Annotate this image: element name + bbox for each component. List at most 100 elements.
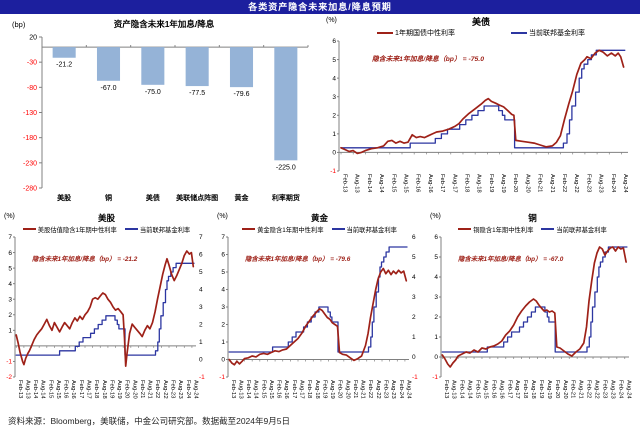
equity-annotation: 隐含未来1年加息/降息（bp） = -21.2 bbox=[32, 256, 138, 263]
svg-text:Aug-21: Aug-21 bbox=[549, 174, 555, 193]
svg-text:Aug-22: Aug-22 bbox=[594, 380, 600, 399]
svg-text:Feb-13: Feb-13 bbox=[443, 380, 449, 398]
gold-unit-label: (%) bbox=[217, 213, 228, 220]
svg-text:-79.6: -79.6 bbox=[234, 91, 250, 98]
svg-text:3: 3 bbox=[412, 294, 416, 301]
svg-text:Aug-21: Aug-21 bbox=[578, 380, 584, 399]
svg-text:Feb-23: Feb-23 bbox=[601, 380, 607, 398]
svg-text:Feb-20: Feb-20 bbox=[337, 380, 343, 398]
red-line-swatch bbox=[242, 228, 256, 230]
equity-unit-label: (%) bbox=[4, 213, 15, 220]
ust-annotation: 隐含未来1年加息/降息（bp） = -75.0 bbox=[372, 56, 484, 63]
svg-text:Feb-15: Feb-15 bbox=[390, 174, 396, 192]
svg-text:Aug-18: Aug-18 bbox=[101, 380, 107, 399]
svg-text:Feb-17: Feb-17 bbox=[78, 380, 84, 398]
svg-text:3: 3 bbox=[199, 304, 203, 311]
svg-text:Feb-19: Feb-19 bbox=[108, 380, 114, 398]
source-note: 资料来源：Bloomberg，美联储，中金公司研究部。数据截至2024年9月5日 bbox=[8, 416, 290, 426]
svg-text:Aug-23: Aug-23 bbox=[390, 380, 396, 399]
gold-chart-title: 黄金 bbox=[310, 213, 328, 223]
bar-chart-title: 资产隐含未来1年加息/降息 bbox=[113, 19, 215, 29]
svg-text:6: 6 bbox=[199, 252, 203, 259]
svg-text:Aug-13: Aug-13 bbox=[451, 380, 457, 399]
svg-text:5: 5 bbox=[221, 269, 225, 276]
blue-line-swatch bbox=[510, 32, 527, 34]
svg-text:Feb-22: Feb-22 bbox=[367, 380, 373, 398]
svg-text:3: 3 bbox=[332, 94, 336, 101]
svg-text:2: 2 bbox=[8, 312, 12, 319]
svg-text:Feb-16: Feb-16 bbox=[63, 380, 69, 398]
svg-text:Feb-21: Feb-21 bbox=[139, 380, 145, 398]
svg-text:Feb-15: Feb-15 bbox=[260, 380, 266, 398]
svg-text:Feb-21: Feb-21 bbox=[537, 174, 543, 192]
svg-text:5: 5 bbox=[8, 265, 12, 272]
ust-chart-panel: (%) 美债 1年期国债中性利率 当前联邦基金利率 隐含未来1年加息/降息（bp… bbox=[322, 16, 640, 208]
svg-text:-21.2: -21.2 bbox=[56, 62, 72, 69]
legend-red-label: 1年期国债中性利率 bbox=[395, 30, 455, 37]
red-line-swatch bbox=[377, 32, 394, 34]
svg-text:-1: -1 bbox=[6, 359, 12, 366]
bottom-row: (%) 美股 美股估值隐含1年期中性利率 当前联邦基金利率 隐含未来1年加息/降… bbox=[0, 212, 640, 409]
svg-text:2: 2 bbox=[434, 314, 438, 321]
svg-text:Feb-20: Feb-20 bbox=[124, 380, 130, 398]
svg-text:Aug-15: Aug-15 bbox=[482, 380, 488, 399]
svg-text:黄金: 黄金 bbox=[235, 193, 250, 202]
svg-text:Feb-24: Feb-24 bbox=[617, 380, 623, 399]
gold-chart-panel: (%) 黄金 黄金隐含1年期中性利率 当前联邦基金利率 隐含未来1年加息/降息（… bbox=[213, 212, 426, 409]
bar-chart-panel: (bp) 资产隐含未来1年加息/降息 20 -30 -80 -130 -180 -230 -… bbox=[0, 16, 322, 208]
legend-item-blue: 当前联邦基金利率 bbox=[510, 28, 585, 38]
legend-blue-label: 当前联邦基金利率 bbox=[139, 226, 191, 234]
svg-text:Feb-24: Feb-24 bbox=[185, 380, 191, 399]
svg-text:5: 5 bbox=[199, 269, 203, 276]
svg-text:Feb-23: Feb-23 bbox=[383, 380, 389, 398]
svg-text:Feb-20: Feb-20 bbox=[554, 380, 560, 398]
svg-text:Aug-14: Aug-14 bbox=[253, 380, 259, 399]
svg-text:1: 1 bbox=[434, 334, 438, 341]
svg-text:2: 2 bbox=[332, 112, 336, 119]
svg-text:-130: -130 bbox=[23, 110, 37, 117]
svg-text:-77.5: -77.5 bbox=[189, 90, 205, 97]
svg-text:4: 4 bbox=[434, 274, 438, 281]
svg-text:4: 4 bbox=[8, 281, 12, 288]
svg-text:Feb-18: Feb-18 bbox=[306, 380, 312, 398]
svg-text:1: 1 bbox=[199, 339, 203, 346]
svg-text:利率期货: 利率期货 bbox=[272, 193, 300, 202]
ust-chart-title: 美债 bbox=[471, 17, 490, 27]
red-line-swatch bbox=[458, 228, 472, 230]
legend-item-red: 铜隐含1年期中性利率 bbox=[458, 225, 533, 234]
svg-text:Feb-13: Feb-13 bbox=[17, 380, 23, 398]
svg-text:Feb-21: Feb-21 bbox=[570, 380, 576, 398]
svg-text:7: 7 bbox=[199, 234, 203, 241]
equity-chart-panel: (%) 美股 美股估值隐含1年期中性利率 当前联邦基金利率 隐含未来1年加息/降… bbox=[0, 212, 213, 409]
svg-text:Aug-13: Aug-13 bbox=[237, 380, 243, 399]
bar-chart: 20 -30 -80 -130 -180 -230 -280 -21.2 美股 -67.0 铜 -75… bbox=[23, 35, 309, 202]
svg-text:1: 1 bbox=[221, 339, 225, 346]
svg-text:Feb-14: Feb-14 bbox=[245, 380, 251, 399]
svg-text:Feb-24: Feb-24 bbox=[398, 380, 404, 399]
svg-text:Aug-19: Aug-19 bbox=[329, 380, 335, 399]
banner-title: 各类资产隐含未来加息/降息预期 bbox=[248, 2, 392, 12]
svg-text:2: 2 bbox=[221, 322, 225, 329]
svg-text:Aug-22: Aug-22 bbox=[162, 380, 168, 399]
svg-text:Feb-17: Feb-17 bbox=[439, 174, 445, 192]
svg-text:Aug-17: Aug-17 bbox=[451, 174, 457, 193]
svg-text:Feb-14: Feb-14 bbox=[459, 380, 465, 399]
svg-text:Aug-16: Aug-16 bbox=[283, 380, 289, 399]
svg-text:6: 6 bbox=[332, 38, 336, 45]
svg-text:7: 7 bbox=[8, 234, 12, 241]
svg-text:Aug-21: Aug-21 bbox=[360, 380, 366, 399]
copper-chart-panel: (%) 铜 铜隐含1年期中性利率 当前联邦基金利率 隐含未来1年加息/降息（bp… bbox=[426, 212, 639, 409]
svg-text:Feb-22: Feb-22 bbox=[561, 174, 567, 192]
svg-text:Aug-19: Aug-19 bbox=[116, 380, 122, 399]
svg-text:Aug-17: Aug-17 bbox=[514, 380, 520, 399]
svg-text:5: 5 bbox=[412, 254, 416, 261]
ust-unit-label: (%) bbox=[326, 17, 337, 24]
svg-text:4: 4 bbox=[332, 75, 336, 82]
svg-text:Aug-18: Aug-18 bbox=[476, 174, 482, 193]
svg-text:Feb-14: Feb-14 bbox=[366, 174, 372, 193]
svg-text:Feb-21: Feb-21 bbox=[352, 380, 358, 398]
svg-text:Aug-16: Aug-16 bbox=[498, 380, 504, 399]
svg-text:Aug-17: Aug-17 bbox=[86, 380, 92, 399]
